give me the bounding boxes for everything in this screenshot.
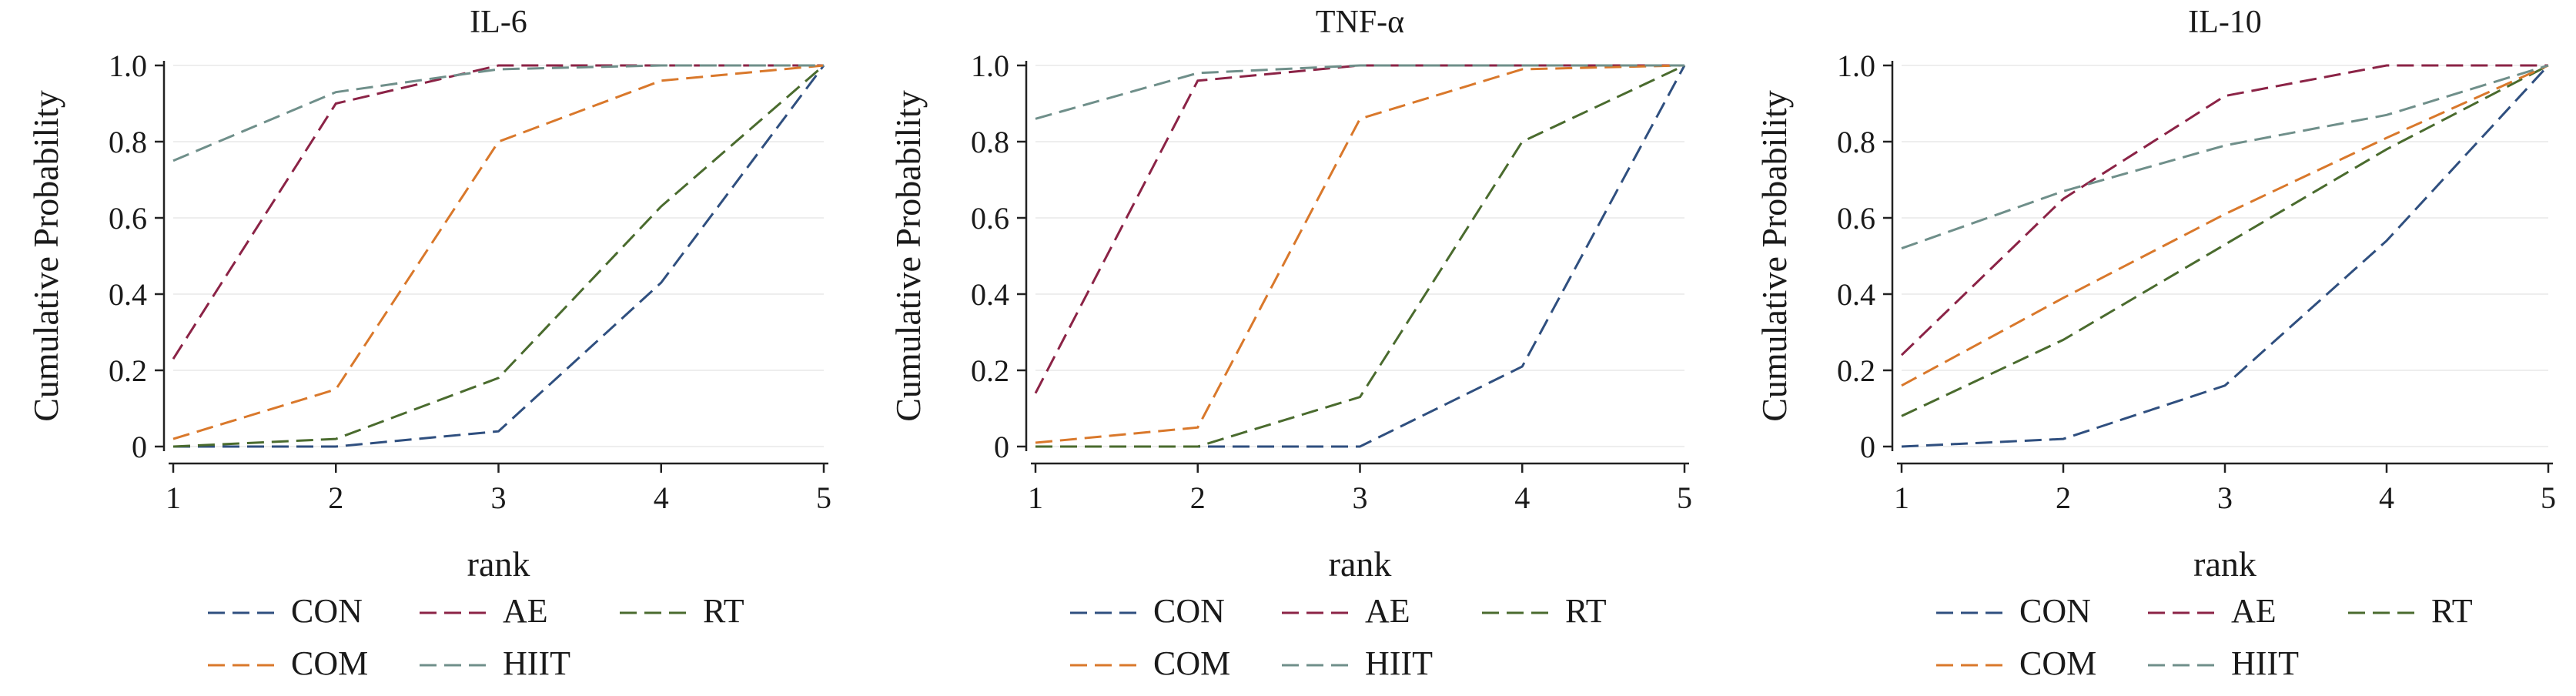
x-tick-label: 3 bbox=[2217, 480, 2233, 515]
legend-entry-con: CON bbox=[1936, 592, 2091, 630]
y-tick-label: 0.2 bbox=[109, 353, 147, 388]
y-tick-label: 0.4 bbox=[971, 277, 1009, 312]
series-line-hiit bbox=[172, 64, 824, 162]
x-tick-label: 4 bbox=[2379, 480, 2394, 515]
legend-entry-com: COM bbox=[208, 644, 368, 682]
series-line-con bbox=[1035, 65, 1686, 448]
y-tick-label: 1.0 bbox=[109, 49, 147, 83]
chart-title: TNF-α bbox=[1316, 5, 1404, 40]
x-tick-label: 1 bbox=[1028, 480, 1043, 515]
legend-entry-com: COM bbox=[1070, 644, 1230, 682]
series-line-ae bbox=[1900, 64, 2548, 356]
legend-label: RT bbox=[703, 592, 744, 630]
series-line-rt bbox=[1901, 64, 2549, 417]
x-axis-label: rank bbox=[2193, 544, 2257, 584]
series-line-ae bbox=[1034, 64, 1684, 394]
legend-label: HIIT bbox=[503, 644, 570, 682]
x-tick-label: 5 bbox=[2541, 480, 2556, 515]
x-tick-label: 3 bbox=[1353, 480, 1368, 515]
legend-entry-rt: RT bbox=[2348, 592, 2473, 630]
y-tick-label: 0.2 bbox=[1837, 353, 1875, 388]
chart-title: IL-10 bbox=[2188, 5, 2262, 40]
x-axis-label: rank bbox=[467, 544, 530, 584]
y-tick-label: 1.0 bbox=[971, 49, 1009, 83]
legend-entry-con: CON bbox=[1070, 592, 1225, 630]
y-tick-label: 0.8 bbox=[1837, 125, 1875, 159]
legend-label: HIIT bbox=[2231, 644, 2299, 682]
x-tick-label: 4 bbox=[654, 480, 669, 515]
legend-entry-hiit: HIIT bbox=[1282, 644, 1433, 682]
legend-label: CON bbox=[291, 592, 363, 630]
x-tick-label: 4 bbox=[1514, 480, 1530, 515]
y-tick-label: 0 bbox=[132, 430, 147, 464]
x-tick-label: 2 bbox=[1190, 480, 1206, 515]
series-line-com bbox=[172, 64, 825, 440]
legend-entry-ae: AE bbox=[420, 592, 548, 630]
series-line-rt bbox=[1035, 64, 1685, 448]
legend-entry-rt: RT bbox=[620, 592, 744, 630]
legend-entry-ae: AE bbox=[2148, 592, 2277, 630]
series-line-ae bbox=[172, 64, 824, 360]
legend-label: RT bbox=[2431, 592, 2473, 630]
series-line-con bbox=[173, 65, 825, 448]
y-tick-label: 0 bbox=[994, 430, 1009, 464]
y-tick-label: 0.2 bbox=[971, 353, 1009, 388]
chart-panel-3: IL-10 0 0.2 0.4 0.6 0.8 1.0 1 2 3 4 5 rank Cumulative… bbox=[1755, 5, 2556, 682]
chart-panel-2: TNF-α 0 0.2 0.4 0.6 0.8 1.0 1 2 3 4 5 rank Cumulative… bbox=[888, 5, 1692, 682]
legend-label: COM bbox=[2019, 644, 2096, 682]
y-tick-label: 0 bbox=[1860, 430, 1875, 464]
x-tick-label: 3 bbox=[491, 480, 507, 515]
y-tick-label: 0.6 bbox=[109, 201, 147, 236]
x-tick-label: 5 bbox=[816, 480, 831, 515]
legend-entry-ae: AE bbox=[1282, 592, 1410, 630]
y-tick-label: 0.8 bbox=[971, 125, 1009, 159]
chart-panel-1: IL-6 0 0.2 0.4 0.6 0.8 1.0 1 2 3 4 5 rank Cumulative … bbox=[26, 5, 831, 682]
legend-label: AE bbox=[1365, 592, 1410, 630]
chart-title: IL-6 bbox=[470, 5, 527, 40]
legend-label: COM bbox=[291, 644, 368, 682]
y-tick-label: 0.6 bbox=[1837, 201, 1875, 236]
legend-entry-con: CON bbox=[208, 592, 363, 630]
legend-label: HIIT bbox=[1365, 644, 1433, 682]
x-tick-label: 5 bbox=[1677, 480, 1692, 515]
legend-label: CON bbox=[1153, 592, 1225, 630]
x-axis-label: rank bbox=[1329, 544, 1392, 584]
legend-label: COM bbox=[1153, 644, 1230, 682]
x-tick-label: 2 bbox=[328, 480, 343, 515]
series-line-hiit bbox=[1035, 64, 1684, 120]
series-line-rt bbox=[172, 64, 825, 448]
series-line-com bbox=[1901, 64, 2549, 387]
series-line-con bbox=[1901, 64, 2550, 448]
legend-label: AE bbox=[2231, 592, 2277, 630]
y-tick-label: 1.0 bbox=[1837, 49, 1875, 83]
legend-entry-com: COM bbox=[1936, 644, 2096, 682]
legend-entry-hiit: HIIT bbox=[2148, 644, 2299, 682]
x-tick-label: 1 bbox=[1894, 480, 1909, 515]
y-tick-label: 0.8 bbox=[109, 125, 147, 159]
legend-entry-rt: RT bbox=[1482, 592, 1607, 630]
y-axis-label: Cumulative Probability bbox=[888, 90, 928, 422]
series-line-com bbox=[1035, 64, 1685, 444]
series-line-hiit bbox=[1901, 64, 2549, 250]
legend-label: RT bbox=[1565, 592, 1607, 630]
legend-entry-hiit: HIIT bbox=[420, 644, 570, 682]
legend-label: AE bbox=[503, 592, 548, 630]
y-axis-label: Cumulative Probability bbox=[1755, 90, 1794, 422]
y-tick-label: 0.6 bbox=[971, 201, 1009, 236]
y-tick-label: 0.4 bbox=[1837, 277, 1875, 312]
x-tick-label: 2 bbox=[2056, 480, 2071, 515]
y-tick-label: 0.4 bbox=[109, 277, 147, 312]
y-axis-label: Cumulative Probability bbox=[26, 90, 65, 422]
x-tick-label: 1 bbox=[166, 480, 181, 515]
legend-label: CON bbox=[2019, 592, 2091, 630]
